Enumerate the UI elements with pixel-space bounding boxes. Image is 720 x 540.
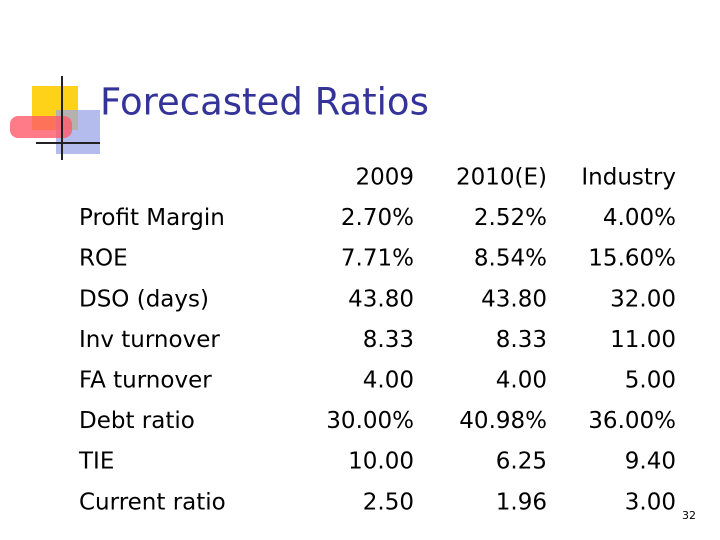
slide-title: Forecasted Ratios [100, 81, 429, 124]
column-header: 2010(E) [456, 165, 547, 191]
cell-value: 43.80 [481, 286, 547, 312]
cell-value: 5.00 [625, 368, 676, 394]
cell-value: 36.00% [588, 408, 676, 434]
row-label: FA turnover [79, 368, 212, 394]
cell-value: 8.33 [496, 327, 547, 353]
cell-value: 9.40 [625, 449, 676, 475]
cell-value: 2.52% [474, 205, 547, 231]
cell-value: 32.00 [610, 286, 676, 312]
cell-value: 15.60% [588, 246, 676, 272]
row-label: TIE [78, 449, 114, 475]
cell-value: 11.00 [610, 327, 676, 353]
cell-value: 43.80 [348, 286, 414, 312]
cell-value: 7.71% [341, 246, 414, 272]
cell-value: 8.33 [363, 327, 414, 353]
cell-value: 1.96 [496, 489, 547, 515]
cell-value: 2.50 [363, 489, 414, 515]
deco-red [10, 116, 72, 138]
row-label: Inv turnover [79, 327, 220, 353]
row-label: Current ratio [79, 489, 226, 515]
row-label: DSO (days) [79, 286, 209, 312]
cell-value: 8.54% [474, 246, 547, 272]
column-header: 2009 [355, 165, 414, 191]
column-header: Industry [581, 165, 676, 191]
cell-value: 6.25 [496, 449, 547, 475]
row-label: Debt ratio [79, 408, 195, 434]
cell-value: 2.70% [341, 205, 414, 231]
cell-value: 30.00% [326, 408, 414, 434]
cell-value: 40.98% [459, 408, 547, 434]
row-label: Profit Margin [79, 205, 225, 231]
cell-value: 4.00 [496, 368, 547, 394]
page-number: 32 [682, 509, 696, 522]
cell-value: 4.00% [603, 205, 676, 231]
cell-value: 10.00 [348, 449, 414, 475]
cell-value: 3.00 [625, 489, 676, 515]
cell-value: 4.00 [363, 368, 414, 394]
row-label: ROE [79, 246, 128, 272]
ratios-table: 2009 2010(E) Industry Profit Margin 2.70% 2.5… [78, 165, 676, 516]
